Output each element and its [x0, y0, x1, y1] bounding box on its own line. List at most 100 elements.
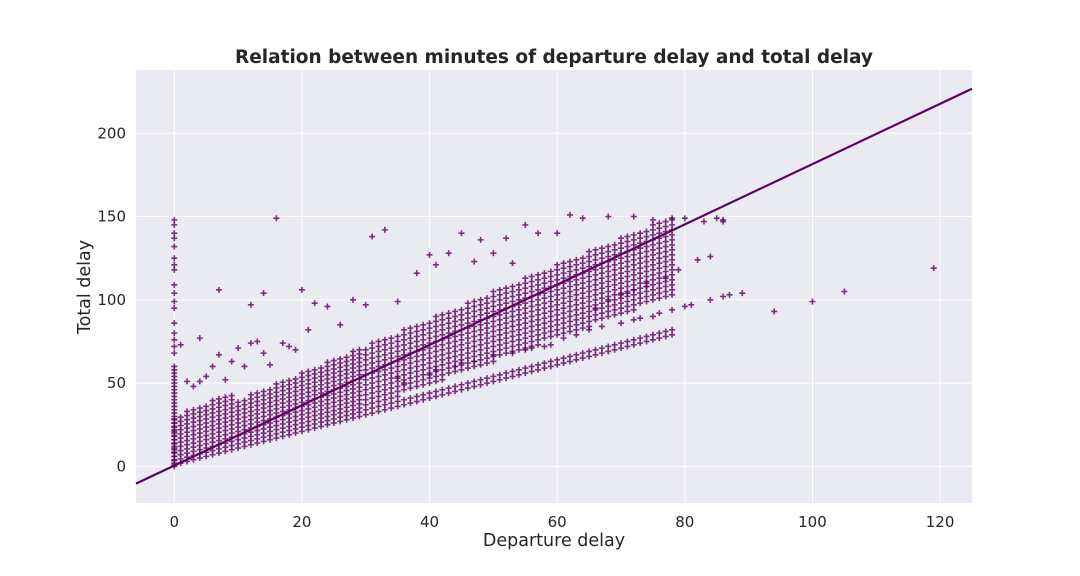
data-point	[809, 298, 816, 305]
data-point	[235, 345, 242, 352]
data-point	[637, 315, 644, 322]
data-point	[726, 291, 733, 298]
data-point	[637, 230, 644, 237]
y-axis-label: Total delay	[75, 240, 95, 335]
data-point	[426, 320, 433, 327]
data-point	[413, 393, 420, 400]
data-point	[483, 295, 490, 302]
data-point	[388, 335, 395, 342]
data-point	[439, 311, 446, 318]
data-point	[254, 338, 261, 345]
data-point	[171, 415, 178, 422]
data-point	[203, 373, 210, 380]
data-point	[662, 328, 669, 335]
data-point	[298, 286, 305, 293]
data-point	[254, 390, 261, 397]
data-point	[177, 341, 184, 348]
regression-line	[135, 87, 973, 485]
data-point	[362, 301, 369, 308]
data-point	[490, 351, 497, 358]
y-tick-label: 150	[97, 208, 126, 226]
data-point	[337, 321, 344, 328]
data-point	[305, 368, 312, 375]
data-point	[471, 298, 478, 305]
data-point	[407, 325, 414, 332]
data-point	[624, 233, 631, 240]
data-point	[203, 403, 210, 410]
data-point	[637, 335, 644, 342]
data-point	[196, 378, 203, 385]
data-point	[171, 243, 178, 250]
data-point	[305, 326, 312, 333]
data-point	[458, 306, 465, 313]
data-point	[566, 258, 573, 265]
data-point	[235, 399, 242, 406]
data-point	[573, 256, 580, 263]
data-point	[598, 345, 605, 352]
data-point	[445, 310, 452, 317]
data-point	[503, 235, 510, 242]
data-point	[171, 350, 178, 357]
data-point	[841, 288, 848, 295]
data-point	[618, 340, 625, 347]
data-point	[560, 335, 567, 342]
data-point	[541, 360, 548, 367]
data-point	[349, 296, 356, 303]
data-point	[381, 336, 388, 343]
data-point	[260, 350, 267, 357]
data-point	[458, 230, 465, 237]
data-point	[464, 300, 471, 307]
y-tick-label: 0	[116, 457, 126, 475]
data-point	[273, 215, 280, 222]
data-point	[630, 336, 637, 343]
data-point	[739, 290, 746, 297]
data-point	[241, 363, 248, 370]
data-point	[541, 343, 548, 350]
data-point	[605, 343, 612, 350]
data-point	[337, 355, 344, 362]
data-point	[707, 296, 714, 303]
data-point	[649, 331, 656, 338]
data-point	[432, 313, 439, 320]
data-point	[241, 397, 248, 404]
data-point	[656, 330, 663, 337]
data-point	[681, 303, 688, 310]
data-point	[535, 230, 542, 237]
data-point	[420, 321, 427, 328]
data-point	[579, 215, 586, 222]
data-point	[222, 394, 229, 401]
data-point	[496, 286, 503, 293]
data-point	[349, 348, 356, 355]
data-point	[477, 376, 484, 383]
data-point	[522, 275, 529, 282]
data-point	[273, 380, 280, 387]
data-point	[171, 298, 178, 305]
data-point	[286, 343, 293, 350]
data-point	[771, 308, 778, 315]
data-point	[547, 358, 554, 365]
data-point	[624, 290, 631, 297]
data-point	[413, 323, 420, 330]
data-point	[324, 303, 331, 310]
data-point	[171, 305, 178, 312]
data-point	[452, 363, 459, 370]
data-point	[324, 359, 331, 366]
data-point	[694, 256, 701, 263]
data-point	[247, 391, 254, 398]
data-point	[190, 406, 197, 413]
data-point	[630, 213, 637, 220]
data-point	[413, 270, 420, 277]
data-point	[611, 241, 618, 248]
data-point	[381, 226, 388, 233]
data-point	[528, 345, 535, 352]
data-point	[267, 361, 274, 368]
data-point	[509, 283, 516, 290]
data-point	[445, 385, 452, 392]
data-point	[528, 273, 535, 280]
data-point	[196, 405, 203, 412]
data-point	[554, 230, 561, 237]
data-point	[554, 261, 561, 268]
data-point	[483, 375, 490, 382]
data-point	[311, 300, 318, 307]
